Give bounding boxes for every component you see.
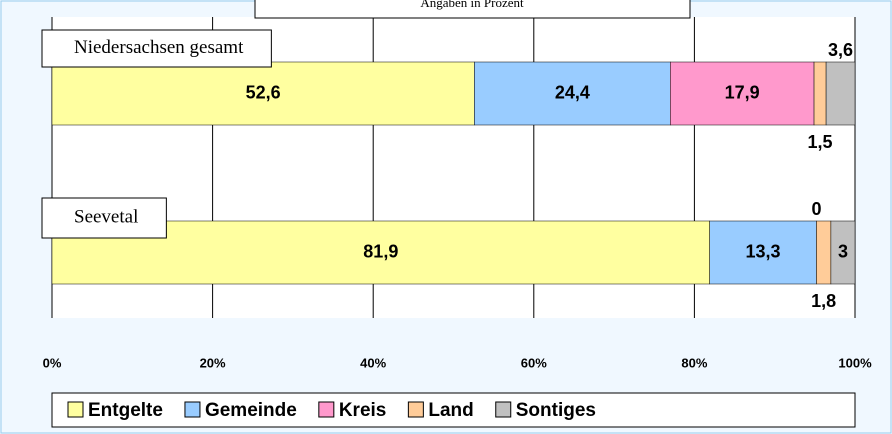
bar-segment [816, 220, 832, 285]
legend-swatch [407, 401, 424, 418]
x-tick-label: 40% [360, 355, 386, 370]
value-label: 17,9 [725, 82, 760, 102]
bar-segment [474, 61, 671, 126]
value-label: 0 [811, 199, 821, 219]
value-label: 81,9 [363, 241, 398, 261]
category-label: Seevetal [74, 206, 138, 227]
legend-swatch [318, 401, 335, 418]
legend-label: Land [428, 400, 473, 421]
bar-segment [830, 220, 856, 285]
value-label: 1,5 [808, 132, 833, 152]
bars: 52,6 24,4 17,9 1,5 3,6 Niedersachsen gesamt 81… [41, 29, 856, 311]
bar-segment [670, 61, 815, 126]
x-tick-label: 20% [200, 355, 226, 370]
bar-segment [709, 220, 817, 285]
subtitle: Angaben in Prozent [420, 0, 524, 10]
x-tick-label: 100% [838, 355, 872, 370]
value-label: 1,8 [811, 291, 836, 311]
legend-label: Entgelte [88, 400, 163, 421]
category-box [41, 29, 272, 68]
legend-label: Gemeinde [205, 400, 297, 421]
x-tick-label: 0% [43, 355, 62, 370]
category-box [41, 197, 167, 239]
value-label: 24,4 [555, 82, 590, 102]
legend-swatch [495, 401, 512, 418]
legend: Entgelte Gemeinde Kreis Land Sontiges [51, 392, 856, 428]
x-tick-label: 60% [521, 355, 547, 370]
category-label: Niedersachsen gesamt [74, 37, 244, 58]
legend-swatch [67, 401, 84, 418]
bar-segment [813, 61, 827, 126]
subtitle-box [254, 0, 691, 19]
legend-label: Kreis [339, 400, 387, 421]
x-tick-label: 80% [681, 355, 707, 370]
legend-label: Sontiges [516, 400, 596, 421]
value-label: 3 [838, 241, 848, 261]
bar-segment [51, 61, 475, 126]
value-label: 52,6 [246, 82, 281, 102]
bar-segment [825, 61, 856, 126]
legend-swatch [184, 401, 201, 418]
value-label: 13,3 [746, 241, 781, 261]
value-label: 3,6 [828, 40, 853, 60]
